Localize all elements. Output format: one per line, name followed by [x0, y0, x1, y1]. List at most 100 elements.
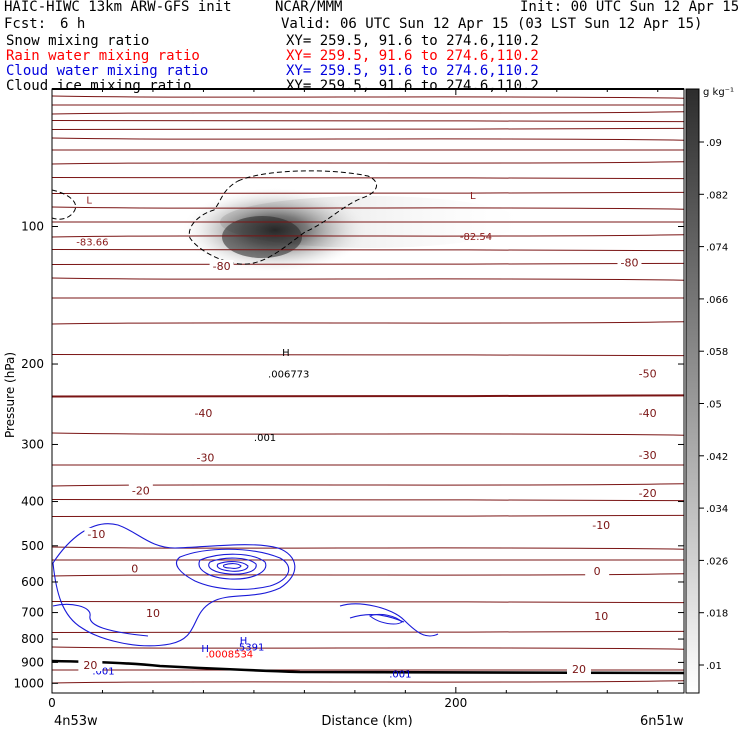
isotherm-label-bg: [567, 662, 592, 675]
isotherm-label-bg: [84, 527, 109, 540]
isotherm-label-bg: [78, 659, 103, 672]
isotherm-line: [52, 432, 684, 436]
field-label-rain: Rain water mixing ratio: [6, 48, 200, 64]
cloud-water-ring1: [198, 553, 267, 580]
colorbar-tick-label: .042: [706, 452, 728, 463]
colorbar-tick-label: .018: [706, 609, 728, 620]
extremum-label: H: [201, 644, 209, 655]
y-tick-label: 600: [21, 575, 44, 589]
y-tick-label: 100: [21, 220, 44, 234]
y-tick-label: 400: [21, 495, 44, 509]
x-tick-label: 0: [48, 696, 56, 710]
y-tick-label: 1000: [13, 676, 44, 690]
extremum-label: .001: [389, 670, 411, 681]
extremum-label: H: [240, 636, 248, 647]
isotherm-line: [52, 206, 684, 210]
extremum-label: .5391: [236, 643, 265, 654]
x-axis-label: Distance (km): [321, 714, 412, 729]
isotherm-label: -80: [213, 260, 231, 273]
isotherm-line: [52, 546, 684, 550]
isotherm-line: [52, 499, 684, 502]
cloud-water-ring2: [208, 557, 257, 575]
isotherm-line: [52, 111, 684, 115]
isotherm-line: [52, 137, 684, 141]
isotherm-line: [52, 394, 684, 398]
isotherm-line: [52, 514, 684, 517]
isotherm-line: [52, 354, 684, 357]
y-tick-label: 300: [21, 437, 44, 451]
isotherm-label: -10: [87, 528, 105, 541]
isotherm-label: 10: [146, 607, 160, 620]
x-tick-label: 200: [444, 696, 467, 710]
isotherm-label: -40: [639, 407, 657, 420]
field-xy-snow: XY= 259.5, 91.6 to 274.6,110.2: [286, 33, 539, 49]
colorbar-unit: g kg⁻¹: [703, 87, 734, 98]
extremum-label: -83.66: [76, 237, 108, 248]
isotherm-label-bg: [617, 256, 642, 269]
isotherm-label: -80: [620, 257, 638, 270]
isotherm-line: [52, 483, 684, 487]
isotherm-label-bg: [193, 451, 218, 464]
snow-contour-main: [188, 170, 377, 265]
ice-core-dark: [222, 216, 302, 258]
isotherm-label: 0: [594, 565, 601, 578]
y-tick-label: 200: [21, 357, 44, 371]
isotherm-line: [52, 191, 684, 194]
y-tick-label: 700: [21, 606, 44, 620]
y-tick-label: 900: [21, 655, 44, 669]
extremum-label: L: [86, 195, 92, 206]
colorbar-tick-label: .026: [706, 556, 728, 567]
isotherm-line: [52, 646, 684, 650]
colorbar: [685, 88, 700, 694]
isotherm-label: -40: [194, 407, 212, 420]
isotherm-line: [52, 95, 684, 99]
y-tick-label: 500: [21, 539, 44, 553]
isotherm-label-bg: [122, 562, 147, 575]
isotherm-label-bg: [635, 407, 660, 419]
isotherm-line: [52, 262, 684, 265]
colorbar-tick-label: .082: [706, 190, 728, 201]
isotherm-label: 10: [594, 610, 608, 623]
field-label-snow: Snow mixing ratio: [6, 33, 150, 49]
isotherm-line: [52, 177, 684, 180]
valid-time: Valid: 06 UTC Sun 12 Apr 15 (03 LST Sun …: [281, 16, 703, 32]
isotherm-label-bg: [585, 565, 610, 578]
isotherm-label: -20: [132, 484, 150, 497]
field-xy-cloudwater: XY= 259.5, 91.6 to 274.6,110.2: [286, 63, 539, 79]
init-time: Init: 00 UTC Sun 12 Apr 15: [520, 0, 740, 15]
extrema-labels: L-83.66L-82.54H.006773.001H.5391H.000853…: [76, 191, 492, 681]
extremum-label: H: [282, 348, 290, 359]
isotherm-label: -30: [196, 451, 214, 464]
isotherm-label-bg: [635, 367, 660, 380]
isotherm-label: -20: [639, 487, 657, 500]
isotherm-line: [52, 321, 684, 325]
isotherm-line: [52, 249, 684, 252]
field-xy-rain: XY= 259.5, 91.6 to 274.6,110.2: [286, 48, 539, 64]
fcst-value: 6 h: [60, 16, 86, 32]
fcst-label: Fcst:: [4, 16, 47, 32]
endpoint-left: 4n53w: [54, 714, 98, 729]
isotherm-label-bg: [209, 259, 234, 272]
colorbar-tick-label: .09: [706, 138, 722, 149]
temperature-contours: [52, 95, 684, 684]
y-tick-label: 800: [21, 632, 44, 646]
snow-contour-left: [52, 189, 77, 220]
isotherm-label-bg: [140, 607, 165, 620]
colorbar-tick-label: .034: [706, 504, 728, 515]
isotherm-line: [52, 234, 684, 238]
colorbar-tick-label: .05: [706, 400, 722, 411]
isotherm-label-bg: [128, 484, 153, 497]
extremum-label: .001: [254, 433, 276, 444]
extremum-label: -82.54: [460, 232, 492, 243]
isotherm-line: [52, 127, 684, 130]
cloud-water-contours: [52, 523, 439, 647]
x-axis: 0 200: [48, 89, 659, 710]
isotherm-label-bg: [635, 486, 660, 499]
temperature-labels: -80 -80 -50 -40 -40 -30 -30 -20 -20 -10 -10 0 0 10 10 2…: [78, 256, 660, 676]
isotherm-label: -10: [592, 519, 610, 532]
cloud-water-ice-blob: [369, 613, 403, 625]
isotherm-label: 20: [572, 663, 586, 676]
isotherm-line: [52, 120, 684, 123]
isotherm-line: [52, 630, 684, 633]
